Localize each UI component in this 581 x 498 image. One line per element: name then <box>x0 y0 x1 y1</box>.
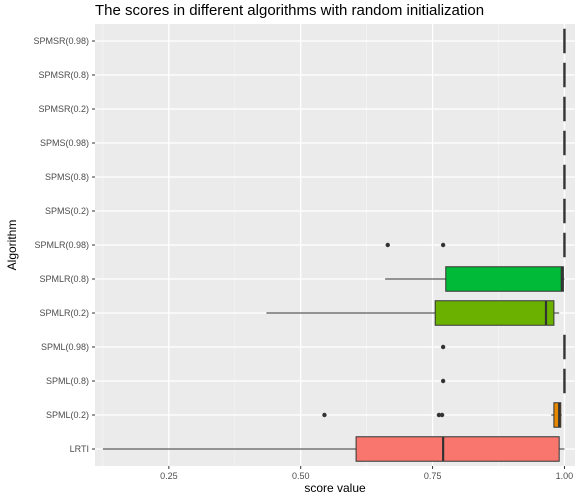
x-tick-label: 0.75 <box>424 471 442 481</box>
box-SPMLR(0.98) <box>385 232 566 258</box>
y-tick-label: SPMS(0.98) <box>40 138 89 148</box>
x-axis-title: score value <box>304 481 366 495</box>
box-SPML(0.8) <box>440 368 566 394</box>
y-tick-label: SPMSR(0.8) <box>38 70 89 80</box>
x-axis: 0.25 0.50 0.75 1.00 <box>160 466 573 481</box>
y-axis: LRTI SPML(0.2) SPML(0.8) SPML(0.98) SPMLR(0.… <box>33 36 95 454</box>
box-SPMLR(0.8) <box>385 266 565 292</box>
box-iqr <box>355 436 560 462</box>
box-iqr <box>445 266 564 292</box>
outlier-point <box>439 412 445 418</box>
y-tick-label: SPMLR(0.2) <box>39 308 89 318</box>
outlier-point <box>385 242 390 248</box>
y-tick-label: SPMSR(0.2) <box>38 104 89 114</box>
outlier-point <box>436 412 442 418</box>
outlier-point <box>440 242 446 248</box>
box-SPMLR(0.2) <box>266 300 560 326</box>
chart-title: The scores in different algorithms with … <box>95 2 484 19</box>
y-tick-label: SPML(0.8) <box>46 376 89 386</box>
box-iqr <box>553 402 562 428</box>
box-SPML(0.98) <box>440 334 566 360</box>
x-tick-label: 0.25 <box>160 471 178 481</box>
y-tick-label: SPMLR(0.8) <box>39 274 89 284</box>
y-tick-label: LRTI <box>70 444 89 454</box>
box-iqr <box>434 300 555 326</box>
y-axis-title: Algorithm <box>5 220 19 271</box>
y-tick-label: SPML(0.98) <box>41 342 89 352</box>
x-tick-label: 0.50 <box>292 471 310 481</box>
y-tick-label: SPMSR(0.98) <box>33 36 89 46</box>
outlier-point <box>322 412 327 418</box>
y-tick-label: SPMS(0.2) <box>45 206 89 216</box>
y-tick-label: SPMS(0.8) <box>45 172 89 182</box>
box-layer <box>102 28 566 462</box>
y-tick-label: SPMLR(0.98) <box>34 240 89 250</box>
y-tick-label: SPML(0.2) <box>46 410 89 420</box>
outlier-point <box>440 378 446 384</box>
outlier-point <box>440 344 446 350</box>
box-SPML(0.2) <box>322 402 562 428</box>
box-LRTI <box>102 436 565 462</box>
x-tick-label: 1.00 <box>556 471 574 481</box>
